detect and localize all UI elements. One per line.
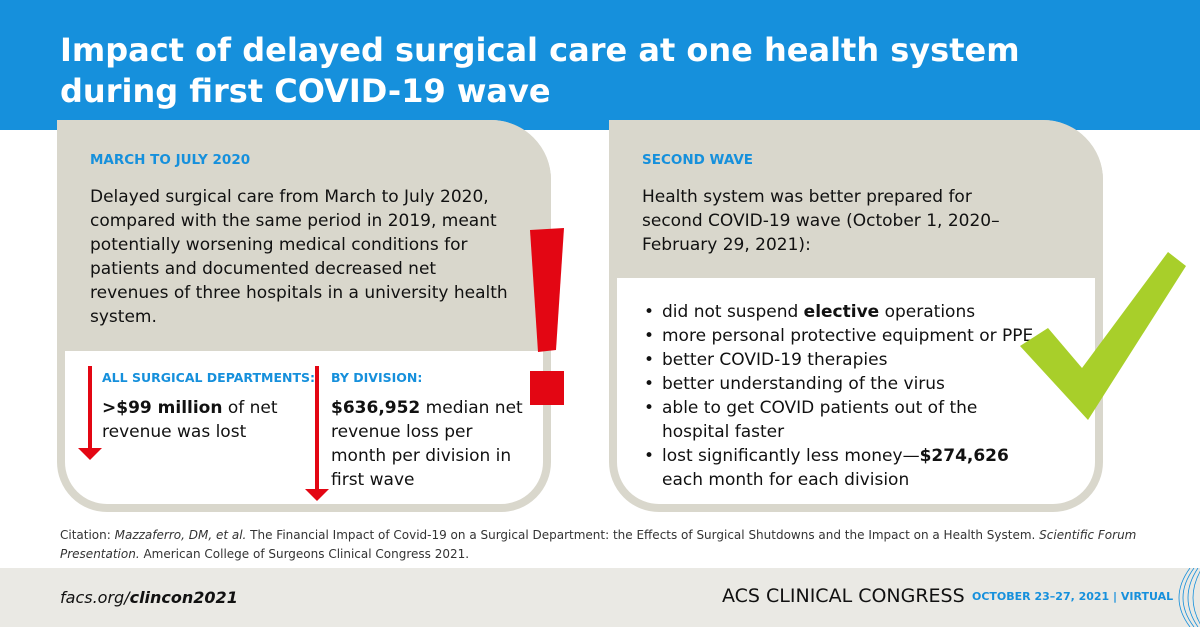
card-header-bg <box>57 120 551 351</box>
stat-label: ALL SURGICAL DEPARTMENTS: <box>102 370 315 385</box>
card-label: SECOND WAVE <box>642 152 754 168</box>
checkmark-icon <box>1020 252 1186 420</box>
list-item: better COVID-19 therapies <box>644 348 1044 372</box>
list-item: did not suspend elective operations <box>644 300 1044 324</box>
stat-text: of net revenue was lost <box>102 398 278 442</box>
event-name: ACS CLINICAL CONGRESS <box>722 585 965 607</box>
header-banner: Impact of delayed surgical care at one h… <box>0 0 1200 130</box>
list-item: better understanding of the virus <box>644 372 1044 396</box>
exclamation-icon <box>530 228 564 405</box>
stat-bold: $636,952 <box>331 398 421 418</box>
stat-bold: >$99 million <box>102 398 223 418</box>
first-wave-card: MARCH TO JULY 2020 Delayed surgical care… <box>57 120 551 512</box>
list-item: able to get COVID patients out of the ho… <box>644 396 1004 444</box>
stat-label: BY DIVISION: <box>331 370 423 385</box>
list-item: more personal protective equipment or PP… <box>644 324 1044 348</box>
second-wave-card: SECOND WAVE Health system was better pre… <box>609 120 1103 512</box>
card-body: Delayed surgical care from March to July… <box>90 187 508 327</box>
card-header-bg <box>609 120 1103 278</box>
list-item: lost significantly less money—$274,626 e… <box>644 444 1024 492</box>
stat-value: >$99 million of net revenue was lost <box>102 396 292 444</box>
citation: Citation: Mazzaferro, DM, et al. The Fin… <box>60 528 1137 561</box>
card-label: MARCH TO JULY 2020 <box>90 152 251 168</box>
decorative-lines-icon <box>1178 568 1200 627</box>
stat-value: $636,952 median net revenue loss per mon… <box>331 396 531 492</box>
website-link[interactable]: facs.org/clincon2021 <box>60 588 238 607</box>
bullet-list: did not suspend elective operations more… <box>644 300 1044 492</box>
down-arrow-icon <box>78 366 102 460</box>
down-arrow-icon <box>305 366 329 501</box>
stat-text: median net revenue loss per month per di… <box>331 398 523 490</box>
page-title: Impact of delayed surgical care at one h… <box>60 31 1020 110</box>
footer: facs.org/clincon2021 ACS CLINICAL CONGRE… <box>0 568 1200 627</box>
event-dates: OCTOBER 23–27, 2021 | VIRTUAL <box>972 590 1174 603</box>
card-body: Health system was better prepared for se… <box>642 187 1000 255</box>
